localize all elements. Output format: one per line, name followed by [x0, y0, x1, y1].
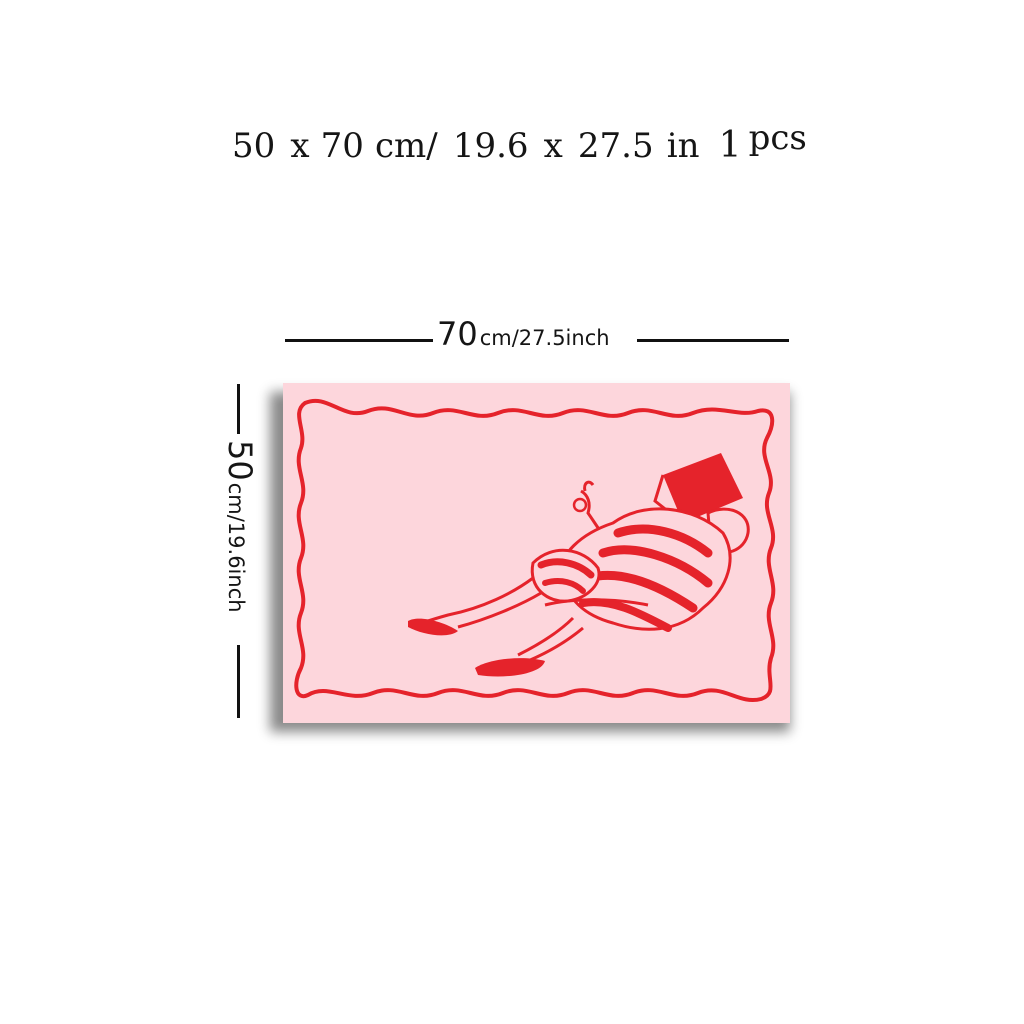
height-dimension-line-top	[237, 384, 240, 434]
striped-dress	[530, 507, 732, 632]
headline-count: 1	[718, 125, 742, 166]
wavy-border	[294, 398, 776, 703]
width-dimension-line-left	[285, 339, 433, 342]
width-dimension-label: 70cm/27.5inch	[437, 318, 610, 350]
height-dimension-label: 50cm/19.6inch	[206, 440, 259, 613]
width-dimension-unit: cm/27.5inch	[479, 326, 610, 350]
headline-width-in: 19.6	[452, 126, 529, 166]
headline-times-2: x	[543, 126, 563, 166]
reclining-woman-reading-illustration-icon	[294, 398, 776, 703]
headline-width-cm: 50	[232, 126, 276, 166]
width-dimension-value: 70	[437, 315, 478, 353]
height-dimension-line-bottom	[237, 645, 240, 718]
height-dimension-unit: cm/19.6inch	[224, 482, 248, 613]
headline-times-1: x	[290, 126, 310, 166]
headline-cm-unit: cm/	[375, 126, 438, 166]
headline-in-unit: in	[666, 126, 700, 166]
headline-count-unit: pcs	[748, 118, 807, 158]
width-dimension-line-right	[637, 339, 789, 342]
canvas-print	[283, 383, 790, 723]
height-dimension-value: 50	[221, 440, 259, 481]
headline-height-cm: 70	[320, 126, 364, 166]
headline-height-in: 27.5	[577, 126, 654, 166]
size-headline: 50 x 70 cm/ 19.6 x 27.5 in 1 pcs	[232, 121, 807, 166]
